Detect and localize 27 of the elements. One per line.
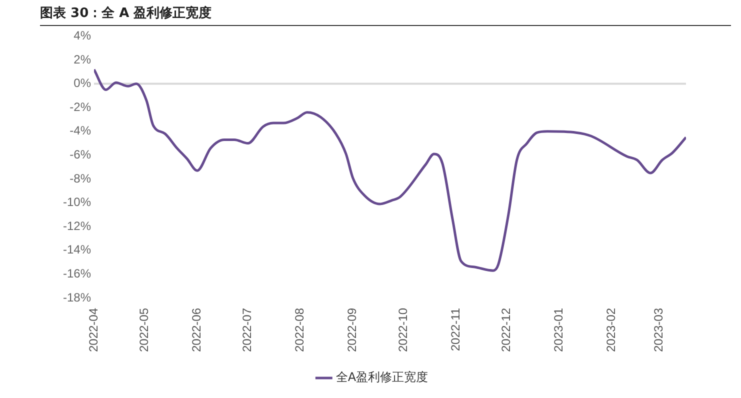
x-tick-label: 2023-03: [651, 308, 666, 352]
x-tick-label: 2023-01: [551, 308, 566, 352]
line-series: [94, 68, 686, 272]
y-tick-label: -14%: [63, 242, 92, 257]
x-tick-label: 2022-07: [240, 308, 254, 352]
y-tick-label: 0%: [74, 76, 92, 90]
x-tick-label: 2022-12: [499, 308, 514, 352]
x-tick-label: 2023-02: [604, 308, 618, 352]
y-tick-label: -18%: [63, 290, 92, 304]
chart-title: 图表 30：全 A 盈利修正宽度: [40, 0, 731, 26]
x-tick-label: 2022-06: [190, 308, 204, 352]
y-tick-label: -12%: [63, 218, 92, 233]
x-tick-label: 2022-08: [292, 308, 307, 352]
x-tick-label: 2022-04: [86, 308, 100, 352]
x-tick-label: 2022-05: [137, 308, 152, 352]
y-tick-label: 4%: [74, 28, 92, 43]
y-tick-label: -4%: [70, 124, 92, 138]
x-tick-label: 2022-10: [396, 308, 410, 352]
y-tick-label: -2%: [70, 100, 92, 114]
y-tick-label: -6%: [70, 147, 92, 162]
x-tick-label: 2022-11: [448, 308, 462, 352]
y-tick-label: -8%: [70, 171, 92, 186]
legend-label: 全A盈利修正宽度: [336, 370, 428, 384]
x-tick-label: 2022-09: [345, 308, 360, 352]
y-tick-label: -10%: [63, 195, 92, 210]
y-tick-label: 2%: [74, 52, 92, 66]
y-tick-label: -16%: [63, 266, 92, 280]
